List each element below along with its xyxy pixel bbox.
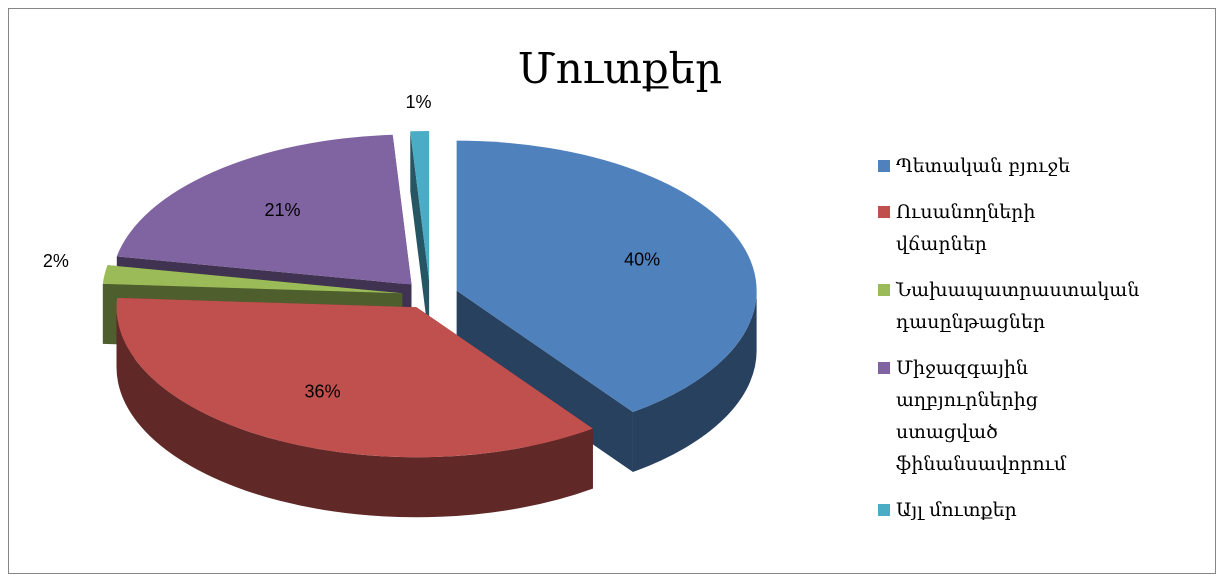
legend-swatch bbox=[878, 504, 890, 516]
slice bbox=[116, 134, 412, 285]
slice bbox=[410, 131, 430, 282]
legend-swatch bbox=[878, 206, 890, 218]
legend-label: Պետական բյուջե bbox=[896, 155, 1071, 177]
legend-label: Նախապատրաստական դասընթացներ bbox=[896, 279, 1140, 333]
legend: Պետական բյուջե Ուսանողների վճարներ Նախապատ… bbox=[878, 150, 1139, 540]
slice bbox=[116, 297, 593, 458]
chart-frame bbox=[8, 8, 1216, 574]
chart-title: Մուտքեր bbox=[518, 44, 722, 93]
legend-label: Միջազգային աղբյուրներից ստացված ֆինանսավ… bbox=[896, 357, 1067, 475]
slice bbox=[102, 265, 403, 294]
legend-item: Ուսանողների վճարներ bbox=[878, 196, 1078, 260]
legend-item: Միջազգային աղբյուրներից ստացված ֆինանսավ… bbox=[878, 352, 1078, 480]
data-label: 40% bbox=[624, 249, 660, 269]
slice-side bbox=[632, 290, 757, 473]
legend-item: Նախապատրաստական դասընթացներ bbox=[878, 274, 1139, 338]
data-label: 1% bbox=[406, 92, 432, 112]
data-label: 21% bbox=[265, 200, 301, 220]
slice-side bbox=[116, 307, 593, 518]
slice-edge-wall bbox=[410, 131, 430, 342]
data-label: 36% bbox=[305, 381, 341, 401]
legend-swatch bbox=[878, 284, 890, 296]
legend-item: Այլ մուտքեր bbox=[878, 494, 1078, 526]
slice bbox=[456, 140, 757, 413]
legend-item: Պետական բյուջե bbox=[878, 150, 1078, 182]
legend-swatch bbox=[878, 362, 890, 374]
legend-swatch bbox=[878, 160, 890, 172]
legend-label: Ուսանողների վճարներ bbox=[896, 201, 1036, 255]
data-label: 2% bbox=[43, 251, 69, 271]
slice-tops bbox=[102, 131, 757, 458]
legend-label: Այլ մուտքեր bbox=[896, 499, 1017, 521]
